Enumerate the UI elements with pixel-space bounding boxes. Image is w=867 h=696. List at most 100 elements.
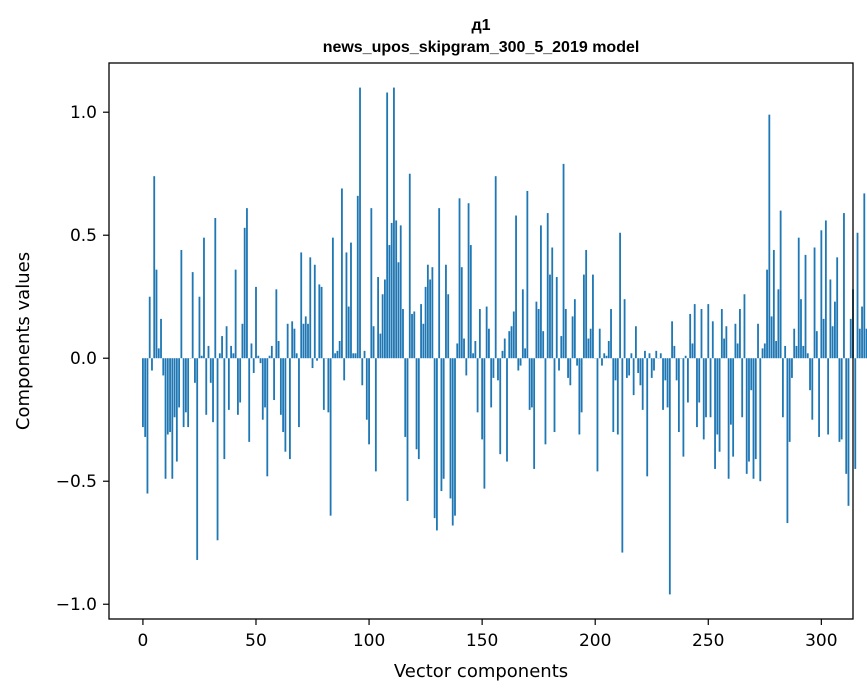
bar	[336, 350, 339, 359]
bar	[797, 237, 800, 359]
bar	[569, 358, 572, 386]
bar	[542, 331, 545, 359]
bar	[605, 355, 608, 359]
bar	[519, 358, 522, 366]
bar	[587, 338, 590, 359]
bar	[456, 343, 459, 359]
bar	[447, 294, 450, 359]
bar	[702, 358, 705, 440]
bar	[252, 358, 255, 373]
bar	[700, 309, 703, 359]
bar	[707, 304, 710, 359]
bar	[148, 296, 151, 359]
bar	[849, 318, 852, 359]
bar	[232, 353, 235, 359]
bar	[436, 358, 438, 531]
bar	[560, 336, 563, 359]
bar	[754, 358, 757, 460]
bar	[194, 358, 196, 383]
bar	[854, 358, 857, 469]
bar	[322, 358, 325, 410]
bar	[237, 358, 239, 415]
bar	[757, 323, 759, 359]
bar	[218, 353, 221, 359]
bar	[693, 304, 696, 359]
bar	[551, 247, 554, 359]
bar	[411, 313, 413, 359]
bar	[313, 264, 316, 359]
bar	[770, 316, 773, 359]
bar	[745, 358, 748, 474]
bar	[255, 286, 257, 359]
bar	[843, 213, 845, 359]
bar	[309, 257, 312, 359]
bar	[164, 358, 167, 479]
bar	[727, 358, 730, 479]
bar	[390, 222, 393, 359]
bar	[711, 321, 714, 359]
bar	[282, 358, 285, 433]
bar	[216, 358, 219, 541]
x-axis-label: Vector components	[394, 661, 568, 682]
bar	[381, 294, 384, 359]
bar	[257, 355, 260, 359]
bar	[806, 353, 809, 359]
bar	[191, 272, 194, 359]
bar	[198, 296, 201, 359]
bar	[304, 316, 307, 359]
bar	[472, 353, 474, 359]
bar	[483, 358, 486, 489]
bar	[173, 358, 176, 418]
bar	[463, 338, 465, 359]
bar	[327, 358, 330, 413]
bar	[469, 245, 472, 359]
chart-subtitle: news_upos_skipgram_300_5_2019 model	[323, 39, 640, 56]
bar	[352, 353, 355, 359]
bar	[298, 358, 300, 428]
bar	[307, 323, 309, 359]
bar	[508, 331, 511, 359]
bar	[225, 326, 228, 359]
bar	[467, 203, 470, 359]
bar	[320, 286, 323, 359]
bar	[433, 358, 436, 519]
bar	[515, 215, 517, 359]
bar	[184, 358, 187, 413]
bar	[212, 358, 214, 423]
bar	[275, 289, 278, 359]
bar	[284, 358, 287, 452]
bar	[553, 358, 556, 433]
bar	[865, 328, 867, 359]
bar	[524, 348, 526, 359]
bar	[684, 355, 687, 359]
bar	[365, 358, 368, 420]
bar	[458, 198, 461, 359]
y-tick-label: 0.0	[70, 349, 97, 369]
bar	[820, 230, 823, 359]
bar	[338, 341, 341, 359]
bar	[166, 358, 169, 435]
bar	[259, 358, 262, 364]
bar	[454, 358, 456, 516]
bar	[768, 114, 771, 359]
bar	[227, 358, 230, 410]
x-tick-label: 50	[245, 631, 267, 651]
bar	[492, 358, 495, 378]
bar	[818, 358, 820, 437]
bar	[777, 289, 780, 359]
x-tick-label: 300	[805, 631, 837, 651]
bar	[361, 358, 364, 386]
bar	[383, 279, 386, 359]
bar	[264, 358, 266, 408]
bar	[175, 358, 178, 462]
bar	[341, 188, 343, 359]
bar	[499, 358, 502, 455]
bar	[476, 358, 479, 413]
bar	[415, 358, 418, 450]
bar	[155, 269, 158, 359]
bar	[601, 358, 603, 366]
bar	[736, 343, 739, 359]
bar	[635, 326, 637, 359]
bar	[279, 358, 282, 415]
